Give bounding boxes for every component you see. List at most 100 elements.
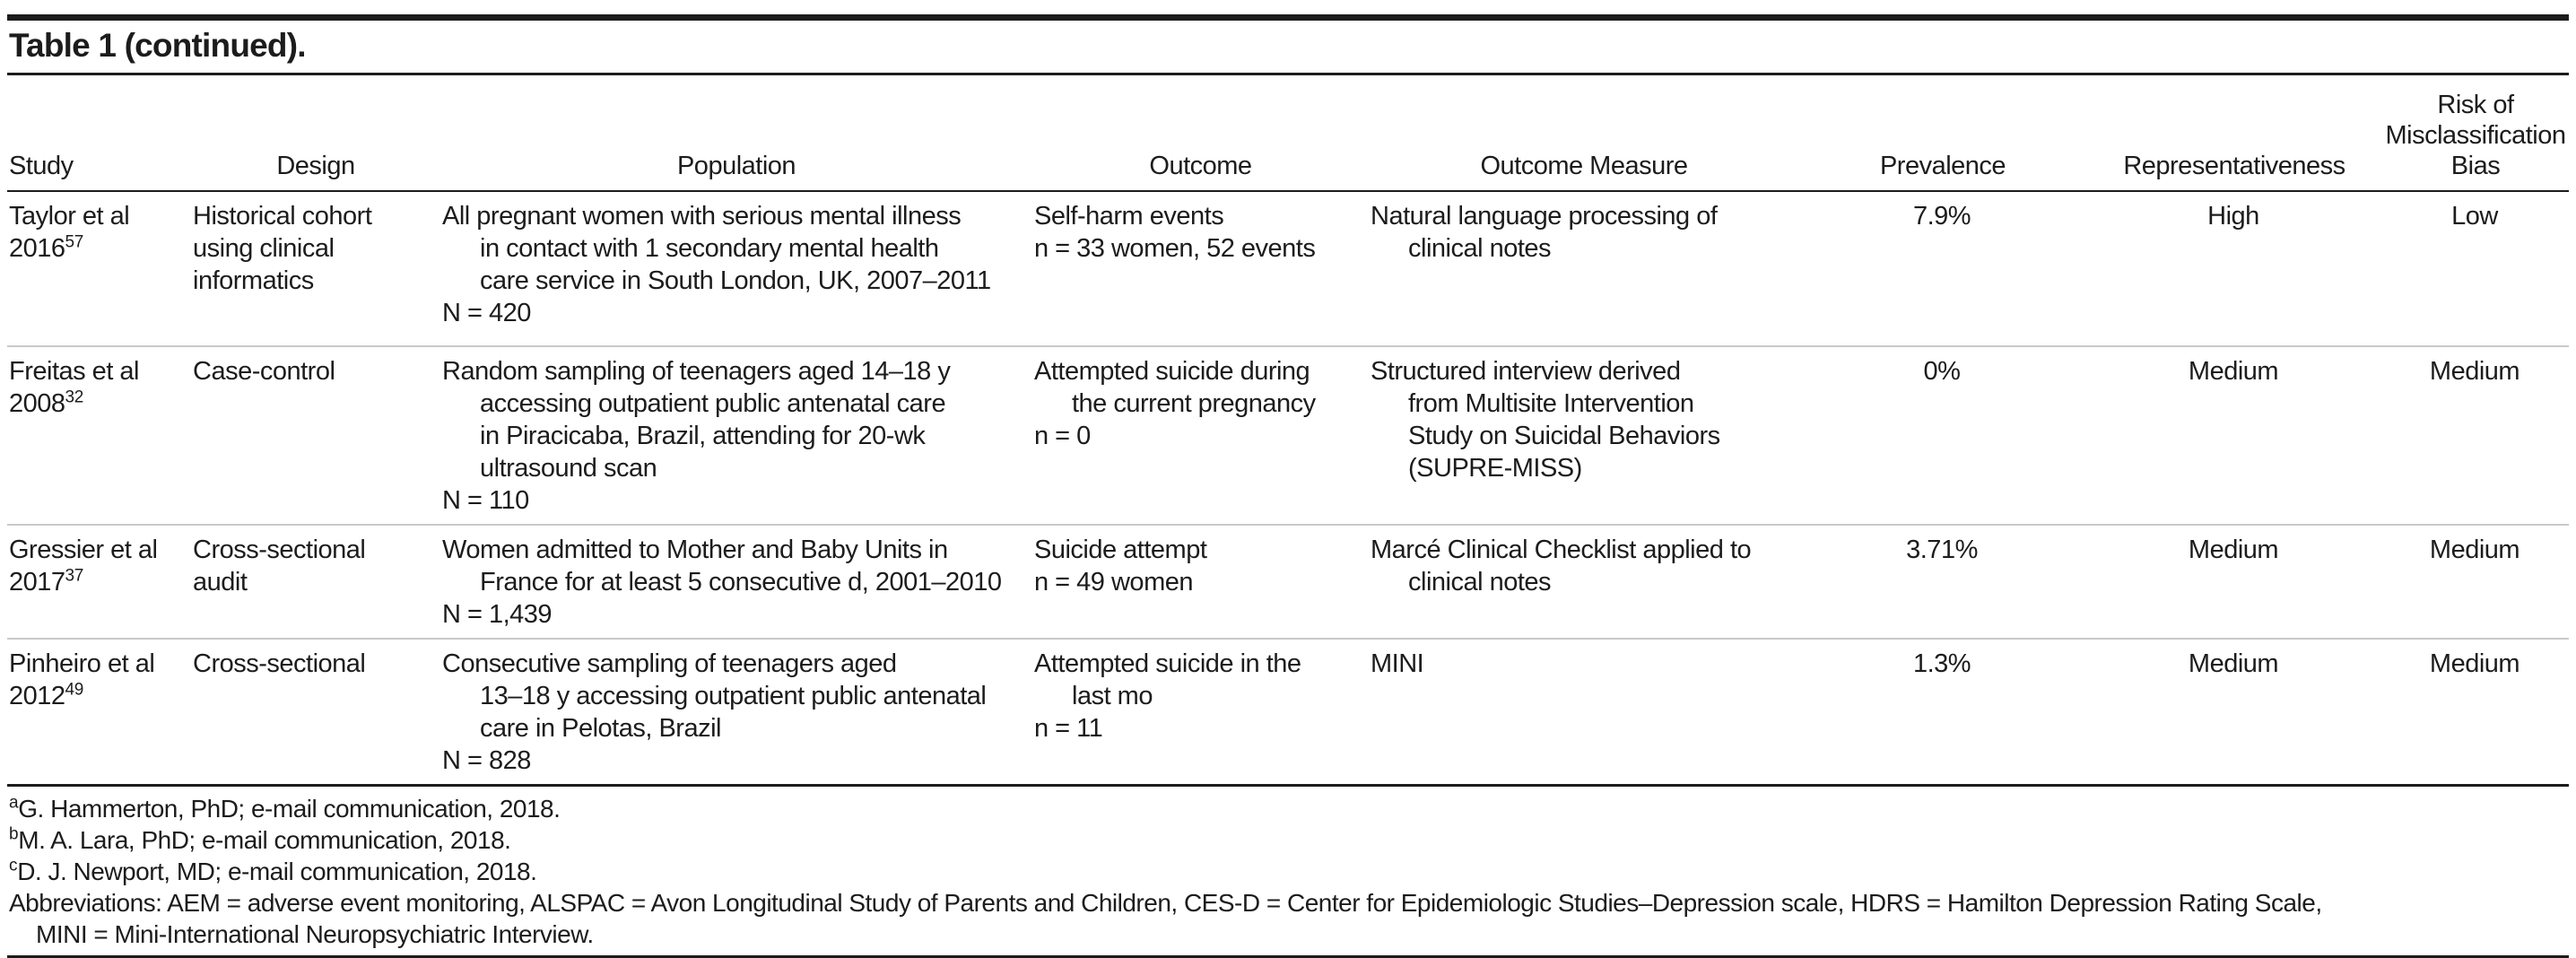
cell-line: Cross-sectional	[193, 649, 366, 678]
representativeness-cell: High	[2207, 202, 2259, 231]
cell-line: Historical cohort	[193, 202, 372, 231]
population-cell: Women admitted to Mother and Baby Units …	[440, 525, 1032, 639]
study-name: Freitas et al	[9, 357, 140, 386]
study-cell: Gressier et al 201737	[7, 525, 191, 639]
cell-line: care in Pelotas, Brazil	[480, 714, 721, 743]
cell-line: Structured interview derived	[1371, 357, 1681, 386]
prevalence-cell: 3.71%	[1906, 536, 1978, 564]
cell-line: (SUPRE-MISS)	[1408, 454, 1582, 483]
outcome-measure-cell: Marcé Clinical Checklist applied to clin…	[1369, 525, 1799, 639]
footnote-b: bM. A. Lara, PhD; e-mail communication, …	[9, 824, 511, 854]
study-cell: Taylor et al 201657	[7, 191, 191, 346]
misclassification-bias-cell: Medium	[2429, 357, 2520, 386]
study-name: Taylor et al	[9, 202, 130, 231]
design-cell: Case-control	[191, 346, 440, 525]
sample-size-line: N = 420	[442, 299, 531, 327]
representativeness-cell: Medium	[2188, 649, 2279, 678]
cell-line: accessing outpatient public antenatal ca…	[480, 389, 946, 418]
cell-line: audit	[193, 568, 248, 597]
study-year: 201657	[9, 232, 84, 263]
prevalence-cell: 0%	[1923, 357, 1961, 386]
study-year: 200832	[9, 388, 84, 418]
abbreviations-line-1: Abbreviations: AEM = adverse event monit…	[9, 889, 2322, 917]
cell-line: Attempted suicide during	[1034, 357, 1310, 386]
cell-line: Suicide attempt	[1034, 536, 1207, 564]
col-header-outcome: Outcome	[1032, 75, 1369, 192]
cell-line: from Multisite Intervention	[1408, 389, 1694, 418]
population-cell: Random sampling of teenagers aged 14–18 …	[440, 346, 1032, 525]
table-top-rule	[7, 14, 2569, 21]
table-title: Table 1 (continued).	[7, 21, 2569, 75]
sample-size-line: N = 1,439	[442, 600, 553, 629]
study-name: Pinheiro et al	[9, 649, 155, 678]
table-row-freitas-2008: Freitas et al 200832 Case-control Random…	[7, 346, 2569, 525]
study-cell: Freitas et al 200832	[7, 346, 191, 525]
study-name: Gressier et al	[9, 536, 158, 564]
design-cell: Cross-sectional	[191, 639, 440, 786]
outcome-n-line: n = 0	[1034, 422, 1091, 450]
outcome-cell: Self-harm events n = 33 women, 52 events	[1032, 191, 1369, 346]
misclassification-bias-cell: Medium	[2429, 649, 2520, 678]
col-header-study: Study	[7, 75, 191, 192]
outcome-n-line: n = 33 women, 52 events	[1034, 234, 1316, 263]
cell-line: last mo	[1072, 682, 1153, 710]
study-year: 201737	[9, 566, 84, 597]
cell-line: Cross-sectional	[193, 536, 366, 564]
population-cell: All pregnant women with serious mental i…	[440, 191, 1032, 346]
cell-line: All pregnant women with serious mental i…	[442, 202, 962, 231]
outcome-measure-cell: MINI	[1369, 639, 1799, 786]
representativeness-cell: Medium	[2188, 357, 2279, 386]
cell-line: using clinical	[193, 234, 335, 263]
design-cell: Cross-sectional audit	[191, 525, 440, 639]
col-header-misclassification-bias: Risk of Misclassification Bias	[2382, 75, 2569, 192]
table-row-pinheiro-2012: Pinheiro et al 201249 Cross-sectional Co…	[7, 639, 2569, 786]
sample-size-line: N = 828	[442, 746, 531, 775]
prevalence-cell: 7.9%	[1912, 202, 1971, 231]
study-cell: Pinheiro et al 201249	[7, 639, 191, 786]
sample-size-line: N = 110	[442, 486, 529, 515]
reference-superscript: 57	[65, 232, 84, 252]
outcome-cell: Attempted suicide during the current pre…	[1032, 346, 1369, 525]
reference-superscript: 49	[65, 680, 84, 700]
cell-line: ultrasound scan	[480, 454, 657, 483]
table-row-taylor-2016: Taylor et al 201657 Historical cohort us…	[7, 191, 2569, 346]
cell-line: care service in South London, UK, 2007–2…	[480, 266, 991, 295]
col-header-prevalence: Prevalence	[1799, 75, 2086, 192]
outcome-cell: Suicide attempt n = 49 women	[1032, 525, 1369, 639]
footnote-a: aG. Hammerton, PhD; e-mail communication…	[9, 793, 561, 823]
outcome-cell: Attempted suicide in the last mo n = 11	[1032, 639, 1369, 786]
col-header-representativeness: Representativeness	[2086, 75, 2382, 192]
misclassification-bias-cell: Medium	[2429, 536, 2520, 564]
design-cell: Historical cohort using clinical informa…	[191, 191, 440, 346]
cell-line: informatics	[193, 266, 314, 295]
cell-line: 13–18 y accessing outpatient public ante…	[480, 682, 987, 710]
cell-line: Self-harm events	[1034, 202, 1224, 231]
misclassification-bias-cell: Low	[2451, 202, 2498, 231]
cell-line: the current pregnancy	[1072, 389, 1316, 418]
col-header-population: Population	[440, 75, 1032, 192]
studies-table: Study Design Population Outcome Outcome …	[7, 75, 2569, 787]
cell-line: MINI	[1371, 649, 1424, 678]
outcome-n-line: n = 49 women	[1034, 568, 1193, 597]
table-row-gressier-2017: Gressier et al 201737 Cross-sectional au…	[7, 525, 2569, 639]
cell-line: Attempted suicide in the	[1034, 649, 1301, 678]
abbreviations-line-2: MINI = Mini-International Neuropsychiatr…	[36, 920, 594, 948]
reference-superscript: 32	[65, 388, 84, 407]
outcome-n-line: n = 11	[1034, 714, 1103, 743]
header-row: Study Design Population Outcome Outcome …	[7, 75, 2569, 192]
footnote-marker: a	[9, 793, 19, 813]
table-footnotes: aG. Hammerton, PhD; e-mail communication…	[7, 787, 2569, 958]
cell-line: Women admitted to Mother and Baby Units …	[442, 536, 948, 564]
cell-line: Random sampling of teenagers aged 14–18 …	[442, 357, 951, 386]
population-cell: Consecutive sampling of teenagers aged 1…	[440, 639, 1032, 786]
outcome-measure-cell: Structured interview derived from Multis…	[1369, 346, 1799, 525]
cell-line: Study on Suicidal Behaviors	[1408, 422, 1720, 450]
prevalence-cell: 1.3%	[1912, 649, 1971, 678]
cell-line: clinical notes	[1408, 568, 1552, 597]
cell-line: Case-control	[193, 357, 335, 386]
col-header-design: Design	[191, 75, 440, 192]
cell-line: in Piracicaba, Brazil, attending for 20-…	[480, 422, 926, 450]
cell-line: Marcé Clinical Checklist applied to	[1371, 536, 1752, 564]
cell-line: France for at least 5 consecutive d, 200…	[480, 568, 1002, 597]
